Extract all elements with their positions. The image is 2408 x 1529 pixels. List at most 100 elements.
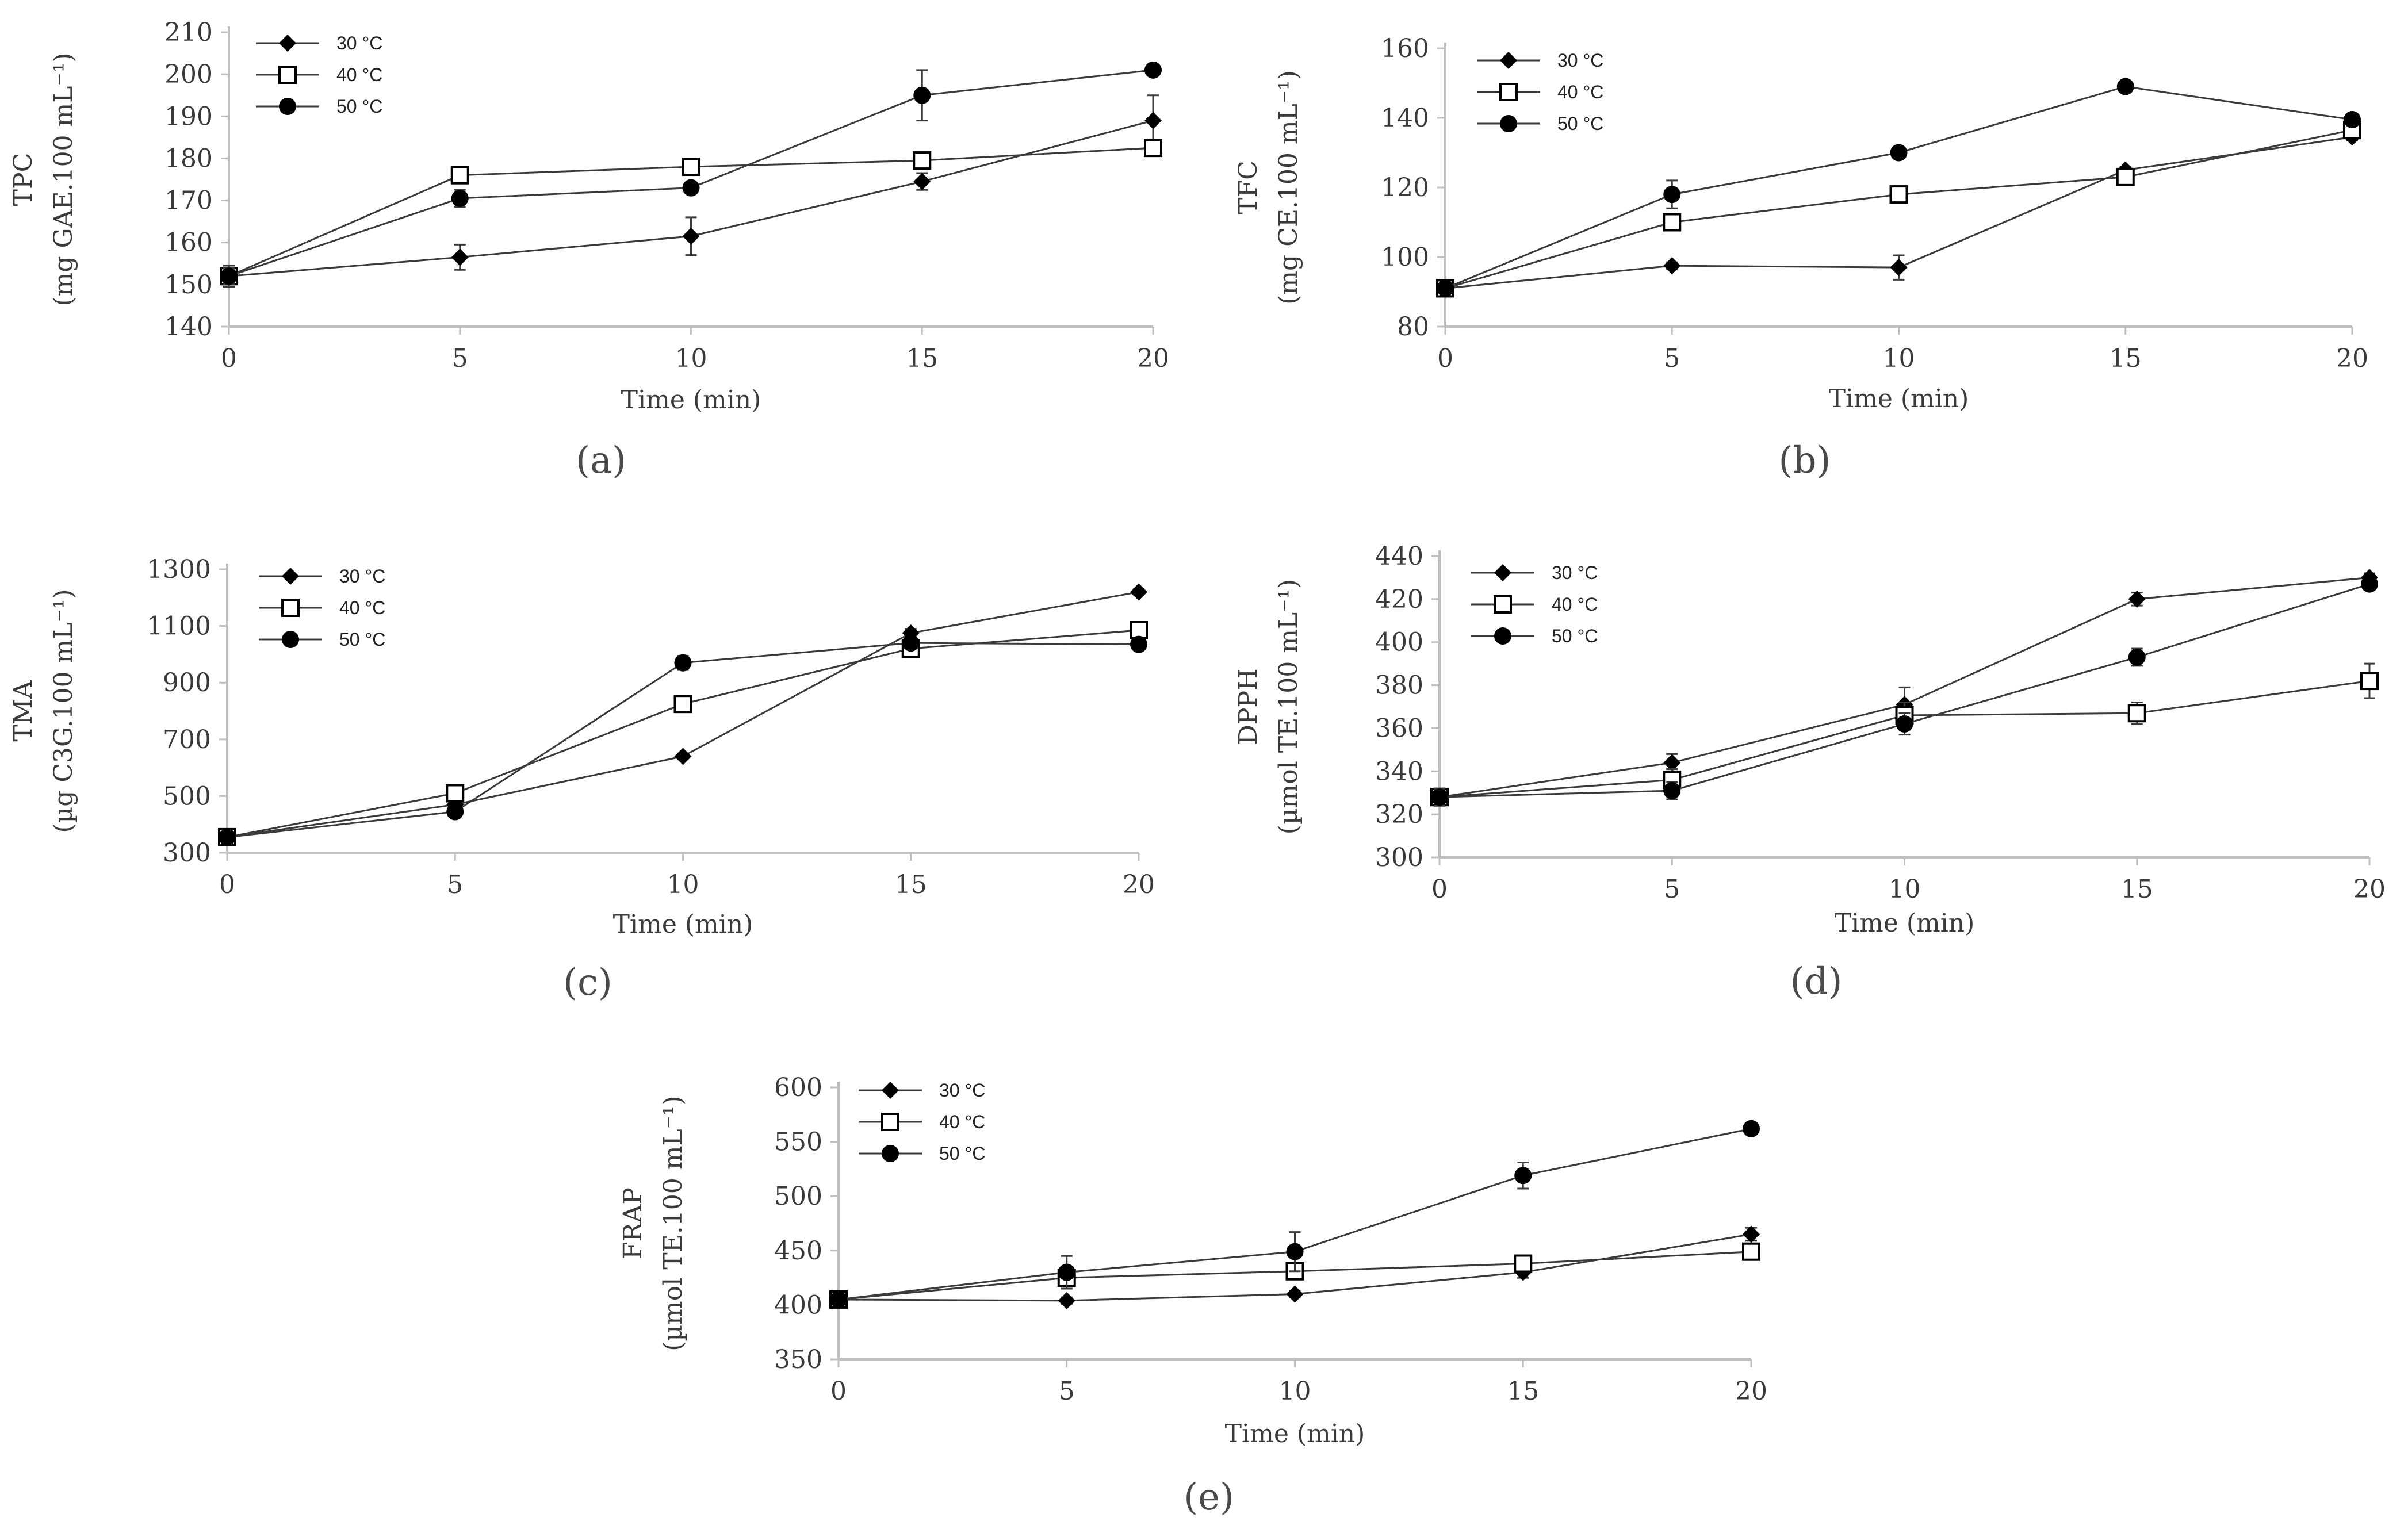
- y-tick-label: 200: [164, 60, 213, 89]
- y-tick-label: 150: [164, 270, 213, 300]
- y-axis-title-line1: TMA: [9, 680, 38, 741]
- panel-label: (e): [1184, 1476, 1234, 1519]
- data-point: [1663, 754, 1681, 772]
- legend-marker: [279, 35, 296, 52]
- data-point: [2116, 78, 2134, 95]
- series-1: [219, 583, 1147, 846]
- y-tick-label: 420: [1375, 585, 1423, 614]
- x-tick-label: 15: [895, 870, 927, 899]
- panel-label: (d): [1790, 960, 1843, 1003]
- y-tick-label: 450: [774, 1236, 822, 1266]
- data-point: [902, 634, 920, 652]
- y-tick-label: 100: [1381, 243, 1429, 272]
- data-point: [1663, 186, 1681, 204]
- legend-label: 40 °C: [336, 64, 382, 85]
- data-point: [913, 86, 931, 104]
- legend: 30 °C 40 °C 50 °C: [256, 33, 382, 117]
- y-tick-label: 300: [1375, 843, 1423, 872]
- legend-marker: [279, 98, 296, 115]
- data-point: [2360, 672, 2379, 691]
- x-tick-label: 15: [906, 344, 938, 373]
- data-point: [1144, 112, 1162, 129]
- legend: 30 °C 40 °C 50 °C: [859, 1080, 985, 1164]
- legend: 30 °C 40 °C 50 °C: [1477, 50, 1603, 134]
- data-point: [673, 695, 692, 714]
- data-point: [830, 1290, 847, 1308]
- legend-label: 50 °C: [1552, 626, 1598, 646]
- data-point: [1742, 1242, 1760, 1261]
- y-tick-label: 380: [1375, 671, 1423, 700]
- series-3: [1431, 575, 2378, 807]
- x-tick-label: 20: [1735, 1377, 1767, 1406]
- x-axis-title: Time (min): [1835, 909, 1975, 938]
- x-tick-label: 20: [2353, 875, 2386, 904]
- y-axis-title-line2: (µmol TE.100 mL⁻¹): [1274, 579, 1303, 834]
- chart-panel-4: 300 320 340 360 380 400 420 440 0 5 10 15 20 Time (mi…: [1234, 542, 2386, 1003]
- chart-panel-2: 80 100 120 140 160 0 5 10 15 20 Time (min) TFC (mg C…: [1234, 34, 2368, 482]
- legend-marker: [1494, 564, 1511, 581]
- y-axis-title-line2: (µmol TE.100 mL⁻¹): [659, 1095, 688, 1351]
- legend-label: 30 °C: [1552, 562, 1598, 583]
- data-point: [446, 803, 464, 821]
- x-tick-label: 0: [1431, 875, 1448, 904]
- data-point: [2128, 590, 2146, 608]
- y-axis-title-line1: TFC: [1234, 160, 1263, 214]
- y-tick-label: 900: [163, 668, 211, 698]
- legend-label: 40 °C: [1557, 82, 1603, 102]
- data-point: [674, 654, 692, 672]
- data-point: [1144, 61, 1162, 79]
- y-tick-label: 440: [1375, 542, 1423, 571]
- data-point: [682, 227, 700, 245]
- x-axis-title: Time (min): [1225, 1419, 1365, 1448]
- legend: 30 °C 40 °C 50 °C: [259, 566, 385, 650]
- x-tick-label: 10: [1883, 344, 1915, 373]
- data-point: [674, 748, 692, 765]
- y-axis-title-line2: (mg CE.100 mL⁻¹): [1274, 70, 1303, 305]
- y-tick-label: 500: [774, 1182, 822, 1211]
- legend-label: 30 °C: [339, 566, 385, 587]
- legend-marker: [882, 1145, 899, 1162]
- panel-label: (b): [1779, 439, 1831, 482]
- y-tick-label: 400: [1375, 628, 1423, 657]
- data-point: [1663, 257, 1681, 275]
- chart-panel-1: 140 150 160 170 180 190 200 210 0 5 10 15 20 Time (mi…: [9, 18, 1169, 482]
- y-tick-label: 350: [774, 1345, 822, 1374]
- x-tick-label: 10: [667, 870, 699, 899]
- series-3: [219, 634, 1147, 846]
- y-tick-label: 140: [1381, 104, 1429, 133]
- data-point: [220, 267, 238, 285]
- legend-label: 40 °C: [1552, 594, 1598, 615]
- y-tick-label: 180: [164, 144, 213, 173]
- data-point: [451, 189, 469, 207]
- panel-label: (c): [563, 961, 612, 1004]
- x-tick-label: 0: [221, 344, 237, 373]
- y-tick-label: 80: [1397, 312, 1429, 342]
- data-point: [451, 248, 469, 266]
- y-axis-title-line2: (µg C3G.100 mL⁻¹): [49, 589, 78, 833]
- y-tick-label: 500: [163, 781, 211, 811]
- data-point: [913, 173, 931, 190]
- y-tick-label: 320: [1375, 800, 1423, 829]
- y-axis-title-line1: FRAP: [618, 1187, 648, 1259]
- x-axis-title: Time (min): [1829, 384, 1969, 413]
- x-tick-label: 15: [2110, 344, 2142, 373]
- y-axis-title-line1: TPC: [9, 153, 38, 206]
- y-tick-label: 160: [164, 228, 213, 258]
- data-point: [446, 784, 465, 803]
- x-tick-label: 0: [830, 1377, 847, 1406]
- data-point: [1130, 635, 1147, 653]
- data-point: [2127, 704, 2146, 723]
- legend-marker: [881, 1113, 899, 1131]
- x-tick-label: 5: [1664, 344, 1680, 373]
- data-point: [2344, 111, 2361, 129]
- legend: 30 °C 40 °C 50 °C: [1471, 562, 1598, 646]
- x-axis-title: Time (min): [621, 385, 761, 415]
- y-tick-label: 160: [1381, 34, 1429, 63]
- legend-label: 30 °C: [336, 33, 382, 53]
- data-point: [2116, 167, 2135, 186]
- series-2: [220, 139, 1162, 286]
- data-point: [1286, 1285, 1304, 1303]
- data-point: [1058, 1263, 1075, 1281]
- data-point: [1286, 1243, 1304, 1260]
